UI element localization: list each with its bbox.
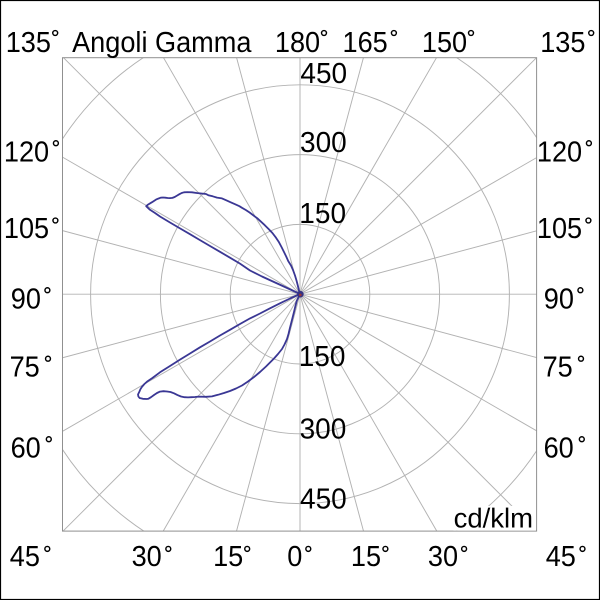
svg-text:165: 165 bbox=[342, 27, 387, 59]
svg-text:120: 120 bbox=[537, 136, 582, 168]
svg-text:90: 90 bbox=[11, 283, 41, 315]
svg-text:135: 135 bbox=[540, 27, 585, 59]
svg-text:150: 150 bbox=[422, 27, 467, 59]
svg-text:120: 120 bbox=[4, 136, 49, 168]
svg-text:Angoli Gamma: Angoli Gamma bbox=[72, 27, 252, 59]
svg-text:300: 300 bbox=[300, 127, 347, 159]
svg-text:60: 60 bbox=[11, 432, 41, 464]
svg-text:180: 180 bbox=[275, 27, 320, 59]
svg-text:15: 15 bbox=[351, 541, 381, 573]
svg-text:30: 30 bbox=[132, 541, 162, 573]
svg-text:45: 45 bbox=[546, 541, 576, 573]
svg-text:75: 75 bbox=[543, 351, 573, 383]
svg-text:cd/klm: cd/klm bbox=[454, 502, 533, 533]
svg-text:150: 150 bbox=[299, 198, 346, 230]
svg-text:450: 450 bbox=[300, 483, 347, 515]
svg-text:300: 300 bbox=[300, 413, 347, 445]
svg-text:75: 75 bbox=[10, 351, 40, 383]
svg-text:450: 450 bbox=[300, 58, 347, 90]
svg-text:15: 15 bbox=[213, 541, 243, 573]
svg-text:135: 135 bbox=[6, 27, 51, 59]
svg-text:90: 90 bbox=[544, 283, 574, 315]
svg-text:45: 45 bbox=[10, 541, 40, 573]
svg-text:105: 105 bbox=[4, 213, 49, 245]
svg-text:0: 0 bbox=[287, 541, 302, 573]
svg-text:150: 150 bbox=[299, 341, 346, 373]
svg-text:105: 105 bbox=[537, 213, 582, 245]
svg-text:30: 30 bbox=[428, 541, 458, 573]
svg-text:60: 60 bbox=[544, 432, 574, 464]
